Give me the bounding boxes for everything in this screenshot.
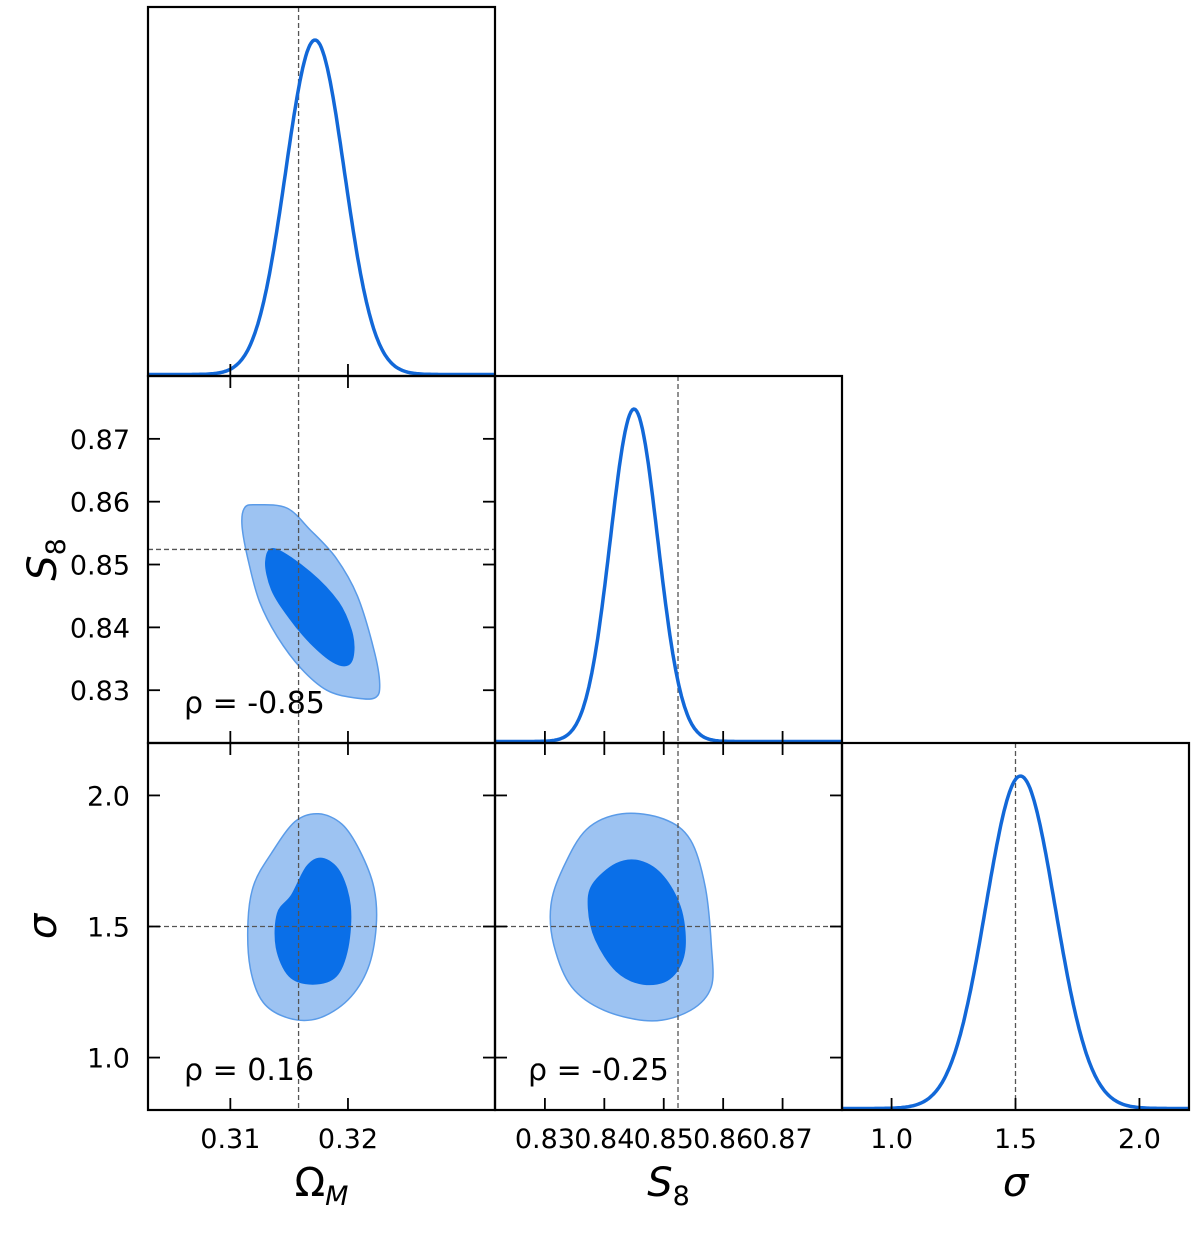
y-tick-label-sigma-1: 1.0 xyxy=(87,1044,130,1075)
marginal-panel-s8 xyxy=(493,374,844,745)
y-tick-label-s8-0.85: 0.85 xyxy=(70,551,130,582)
pdf-curve-omega_m xyxy=(147,38,496,377)
x-tick-label-sigma-1.5: 1.5 xyxy=(994,1124,1037,1155)
x-tick-label-sigma-1: 1.0 xyxy=(870,1124,913,1155)
x-tick-label-omega_m-0.31: 0.31 xyxy=(200,1124,260,1155)
marginal-panel-sigma xyxy=(840,741,1191,1112)
x-tick-label-s8-0.86: 0.86 xyxy=(693,1124,753,1155)
y-axis-label-s8: S8 xyxy=(20,538,72,581)
x-tick-label-s8-0.87: 0.87 xyxy=(753,1124,813,1155)
panel-frame-omega_m xyxy=(146,5,497,378)
pdf-curve-s8 xyxy=(494,407,843,744)
y-tick-label-s8-0.84: 0.84 xyxy=(70,613,130,644)
marginal-panel-omega_m xyxy=(146,5,497,378)
y-tick-label-s8-0.87: 0.87 xyxy=(70,425,130,456)
x-tick-label-s8-0.84: 0.84 xyxy=(574,1124,634,1155)
rho-annotation-omega_m-sigma: ρ = 0.16 xyxy=(184,1053,314,1088)
x-axis-label-sigma: σ xyxy=(1003,1160,1030,1206)
y-tick-label-s8-0.83: 0.83 xyxy=(70,676,130,707)
contour-panel-omega_m-s8: ρ = -0.85 xyxy=(146,374,497,745)
contour-panel-omega_m-sigma: ρ = 0.16 xyxy=(146,741,497,1112)
y-tick-label-sigma-2: 2.0 xyxy=(87,781,130,812)
panel-frame-sigma xyxy=(840,741,1191,1112)
rho-annotation-s8-sigma: ρ = -0.25 xyxy=(528,1053,669,1088)
panel-frame-s8 xyxy=(493,374,844,745)
x-tick-label-s8-0.85: 0.85 xyxy=(634,1124,694,1155)
contour-panel-s8-sigma: ρ = -0.25 xyxy=(493,741,844,1112)
rho-annotation-omega_m-s8: ρ = -0.85 xyxy=(184,686,325,721)
y-tick-label-sigma-1.5: 1.5 xyxy=(87,913,130,944)
contour-68-omega_m-sigma xyxy=(274,857,352,985)
pdf-curve-sigma xyxy=(841,774,1190,1111)
x-tick-label-s8-0.83: 0.83 xyxy=(515,1124,575,1155)
contour-68-omega_m-s8 xyxy=(265,548,355,667)
panel-frame-s8-sigma xyxy=(493,741,844,1112)
y-tick-label-s8-0.86: 0.86 xyxy=(70,488,130,519)
x-axis-label-omega_m: ΩM xyxy=(295,1160,349,1212)
contour-68-s8-sigma xyxy=(587,859,686,986)
x-axis-label-s8: S8 xyxy=(647,1160,690,1212)
x-tick-label-sigma-2: 2.0 xyxy=(1118,1124,1161,1155)
x-tick-label-omega_m-0.32: 0.32 xyxy=(318,1124,378,1155)
y-axis-label-sigma: σ xyxy=(20,912,66,939)
